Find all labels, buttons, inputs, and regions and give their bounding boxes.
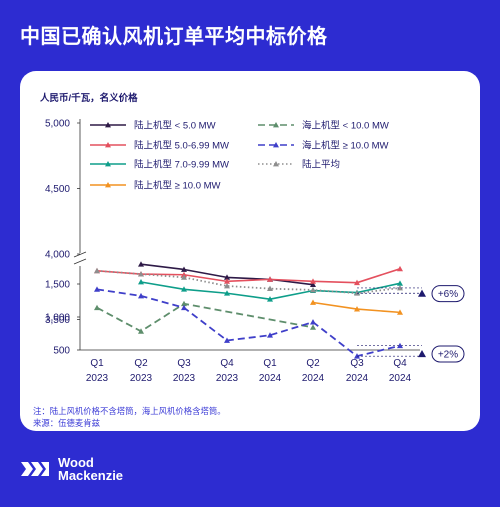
x-tick-label-year: 2024: [346, 373, 369, 384]
y-tick-label: 5,000: [45, 119, 70, 130]
y-tick-label: 4,500: [45, 184, 70, 195]
x-tick-label-year: 2023: [130, 373, 153, 384]
data-point: [397, 342, 403, 349]
x-tick-label-year: 2023: [86, 373, 109, 384]
legend-label: 陆上机型 ≥ 10.0 MW: [134, 180, 221, 192]
data-point: [138, 271, 144, 277]
data-point: [267, 285, 273, 292]
footnote: 注：陆上风机价格不含塔筒，海上风机价格含塔筒。 来源：伍德麦肯兹: [33, 405, 226, 429]
annotation-marker-icon: [418, 349, 426, 358]
data-point: [397, 265, 403, 272]
y-tick-label: 3,500: [45, 315, 70, 326]
x-tick-label-year: 2023: [216, 373, 239, 384]
data-point: [138, 328, 144, 334]
legend-marker: [273, 122, 279, 128]
logo-line-1: Wood: [58, 455, 94, 470]
x-tick-label-quarter: Q1: [90, 358, 104, 369]
line-chart: 人民币/千瓦，名义价格 500 1,000 1,500 3,500 4,000 4,500 5…: [40, 92, 465, 384]
series-line-5: [96, 288, 401, 358]
data-point: [267, 296, 273, 302]
y-tick-label: 1,000: [45, 313, 70, 324]
x-tick-label-year: 2023: [173, 373, 196, 384]
data-point: [354, 279, 360, 286]
series-line-6: [96, 269, 401, 295]
x-tick-label-quarter: Q4: [220, 358, 234, 369]
data-point: [354, 306, 360, 312]
logo-line-2: Mackenzie: [58, 468, 124, 483]
legend-marker: [273, 142, 279, 148]
data-point: [138, 261, 144, 267]
data-point: [181, 304, 187, 311]
data-point: [224, 274, 230, 280]
data-point: [94, 286, 100, 292]
annotation-badge: [431, 345, 465, 363]
legend-marker: [105, 142, 111, 148]
y-tick-label: 1,500: [45, 280, 70, 291]
data-point: [310, 319, 316, 325]
chart-card: 人民币/千瓦，名义价格 500 1,000 1,500 3,500 4,000 4,500 5…: [20, 71, 480, 431]
data-point: [224, 337, 230, 343]
legend-label: 陆上机型 7.0-9.99 MW: [134, 159, 229, 171]
x-tick-label-quarter: Q3: [177, 358, 191, 369]
wm-logo-mark-icon: [21, 462, 49, 476]
y-tick-label: 500: [53, 346, 70, 357]
x-tick-label-year: 2024: [389, 373, 412, 384]
legend-marker: [105, 182, 111, 188]
legend-label: 陆上平均: [302, 159, 340, 171]
data-point: [267, 276, 273, 282]
data-point: [94, 304, 100, 311]
data-point: [224, 290, 230, 296]
data-point: [181, 266, 187, 272]
x-tick-label-quarter: Q3: [350, 358, 364, 369]
legend-marker: [105, 122, 111, 128]
data-point: [94, 267, 100, 274]
x-tick-label-quarter: Q2: [134, 358, 148, 369]
data-point: [397, 280, 403, 286]
x-tick-label-year: 2024: [302, 373, 325, 384]
data-point: [310, 324, 316, 330]
footnote-note: 注：陆上风机价格不含塔筒，海上风机价格含塔筒。: [33, 406, 226, 416]
logo-text: Wood Mackenzie: [58, 456, 123, 482]
x-tick-label-quarter: Q4: [393, 358, 407, 369]
data-point: [138, 279, 144, 285]
footnote-source: 来源：伍德麦肯兹: [33, 418, 100, 428]
data-point: [397, 284, 403, 291]
x-tick-label-year: 2024: [259, 373, 282, 384]
data-point: [224, 282, 230, 289]
data-point: [397, 309, 403, 315]
data-point: [181, 300, 187, 307]
legend-marker: [273, 161, 279, 167]
page-title: 中国已确认风机订单平均中标价格: [20, 24, 328, 48]
data-point: [310, 286, 316, 293]
wood-mackenzie-logo: Wood Mackenzie: [20, 454, 123, 484]
series-line-4: [96, 302, 314, 333]
legend-label: 陆上机型 5.0-6.99 MW: [134, 140, 229, 152]
annotation-badge: [431, 285, 465, 303]
series-line-1: [96, 268, 401, 284]
y-tick-label: 4,000: [45, 250, 70, 261]
data-point: [310, 299, 316, 305]
x-tick-label-quarter: Q2: [306, 358, 320, 369]
data-point: [310, 278, 316, 284]
legend-label: 海上机型 ≥ 10.0 MW: [302, 140, 389, 152]
annotation-marker-icon: [418, 289, 426, 297]
legend-label: 海上机型 < 10.0 MW: [302, 120, 389, 132]
annotation-label: +6%: [438, 289, 458, 300]
x-tick-label-quarter: Q1: [263, 358, 277, 369]
y-axis-label: 人民币/千瓦，名义价格: [40, 92, 138, 104]
axis-break-icon: [73, 251, 87, 265]
data-point: [181, 286, 187, 292]
annotation-label: +2%: [438, 349, 458, 360]
data-point: [181, 274, 187, 280]
data-point: [310, 281, 316, 288]
data-point: [138, 292, 144, 299]
legend-marker: [105, 161, 111, 167]
legend-label: 陆上机型 < 5.0 MW: [134, 120, 216, 132]
data-point: [267, 332, 273, 338]
data-point: [224, 278, 230, 284]
